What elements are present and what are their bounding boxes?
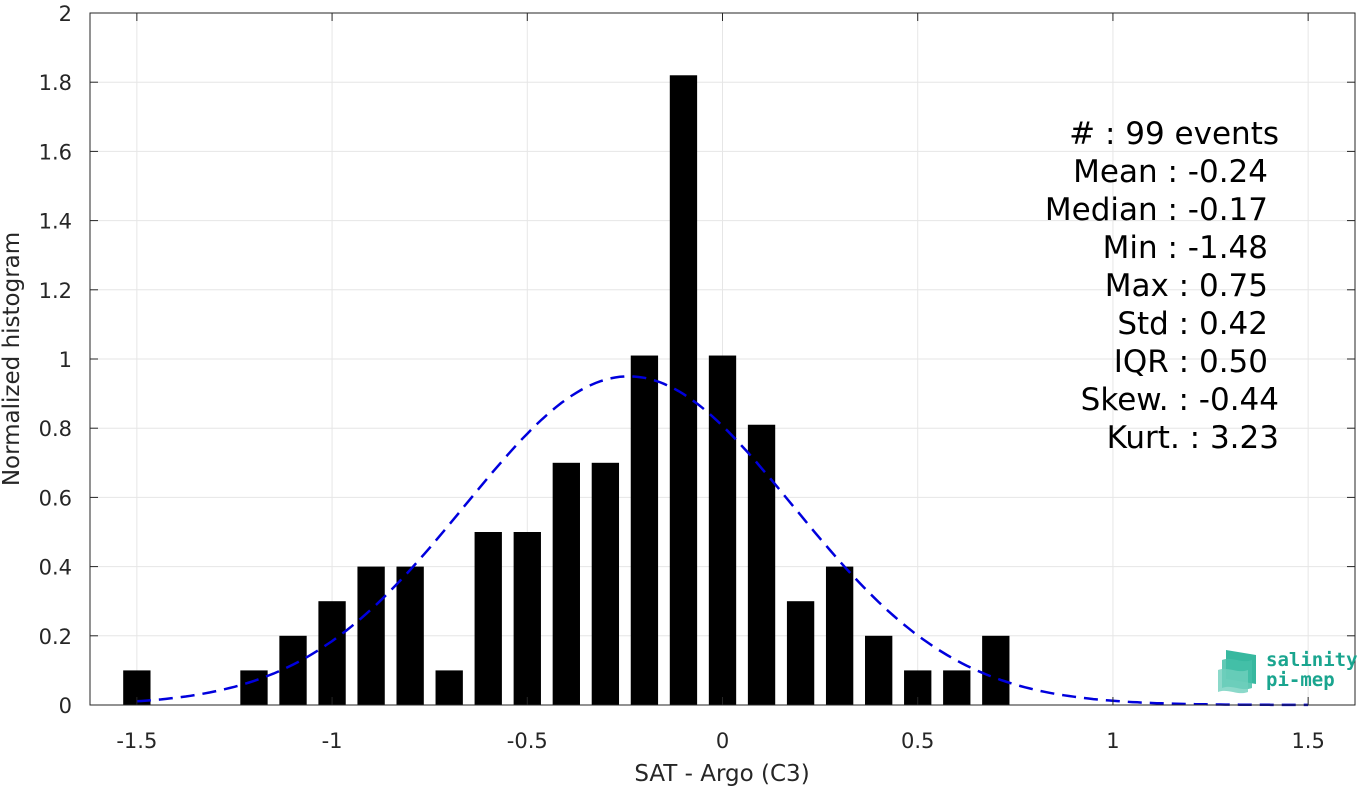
x-tick-label-5: 1 <box>1106 729 1119 753</box>
y-tick-label-2: 0.4 <box>39 556 72 580</box>
x-axis-label: SAT - Argo (C3) <box>634 761 809 787</box>
stat-line-1: Mean : -0.24 <box>1073 154 1268 190</box>
histogram-bar-10 <box>591 462 620 705</box>
x-tick-label-6: 1.5 <box>1291 729 1324 753</box>
stat-line-3: Min : -1.48 <box>1103 230 1268 266</box>
histogram-bar-20 <box>982 635 1010 705</box>
y-tick-label-0: 0 <box>59 694 72 718</box>
histogram-bar-19 <box>943 670 971 705</box>
salinity-pi-mep-logo: salinity pi-mep <box>1218 649 1358 694</box>
y-tick-label-9: 1.8 <box>39 71 72 95</box>
y-axis-label: Normalized histogram <box>0 232 25 486</box>
y-tick-label-8: 1.6 <box>39 140 72 164</box>
histogram-bar-13 <box>708 355 737 705</box>
stat-line-8: Kurt. : 3.23 <box>1107 420 1279 456</box>
logo-text-salinity: salinity <box>1266 649 1358 671</box>
bars <box>123 75 1010 705</box>
y-tick-label-6: 1.2 <box>39 279 72 303</box>
stat-line-5: Std : 0.42 <box>1117 306 1268 342</box>
stat-line-2: Median : -0.17 <box>1045 192 1268 228</box>
y-tick-label-4: 0.8 <box>39 417 72 441</box>
y-tick-label-3: 0.6 <box>39 486 72 510</box>
logo-waves-icon <box>1218 650 1256 694</box>
x-tick-label-0: -1.5 <box>116 729 157 753</box>
histogram-bar-17 <box>865 635 893 705</box>
y-tick-label-1: 0.2 <box>39 625 72 649</box>
y-tick-label-7: 1.4 <box>39 210 72 234</box>
stat-line-7: Skew. : -0.44 <box>1081 382 1279 418</box>
histogram-bar-5 <box>396 566 424 705</box>
histogram-bar-3 <box>318 601 346 705</box>
histogram-bar-8 <box>513 532 541 705</box>
histogram-bar-6 <box>435 670 463 705</box>
x-axis-ticks: -1.5 -1 -0.5 0 0.5 1 1.5 <box>116 13 1325 753</box>
histogram-bar-2 <box>279 635 307 705</box>
histogram-bar-1 <box>240 670 268 705</box>
stat-line-4: Max : 0.75 <box>1105 268 1268 304</box>
stat-line-6: IQR : 0.50 <box>1114 344 1268 380</box>
y-tick-label-10: 2 <box>59 2 72 26</box>
histogram-bar-14 <box>747 424 776 705</box>
histogram-bar-4 <box>357 566 385 705</box>
histogram-bar-7 <box>474 532 502 705</box>
histogram-bar-15 <box>786 601 815 705</box>
x-tick-label-3: 0 <box>716 729 729 753</box>
histogram-bar-9 <box>552 462 580 705</box>
x-tick-label-2: -0.5 <box>507 729 548 753</box>
stat-line-0: # : 99 events <box>1069 116 1279 152</box>
x-tick-label-4: 0.5 <box>901 729 934 753</box>
logo-text-pi-mep: pi-mep <box>1266 669 1335 691</box>
histogram-bar-16 <box>825 566 854 705</box>
histogram-bar-11 <box>630 355 659 705</box>
histogram-bar-12 <box>669 75 698 705</box>
x-tick-label-1: -1 <box>322 729 343 753</box>
y-axis-ticks: 0 0.2 0.4 0.6 0.8 1 1.2 1.4 1.6 1.8 2 <box>39 2 1355 718</box>
y-tick-label-5: 1 <box>59 348 72 372</box>
